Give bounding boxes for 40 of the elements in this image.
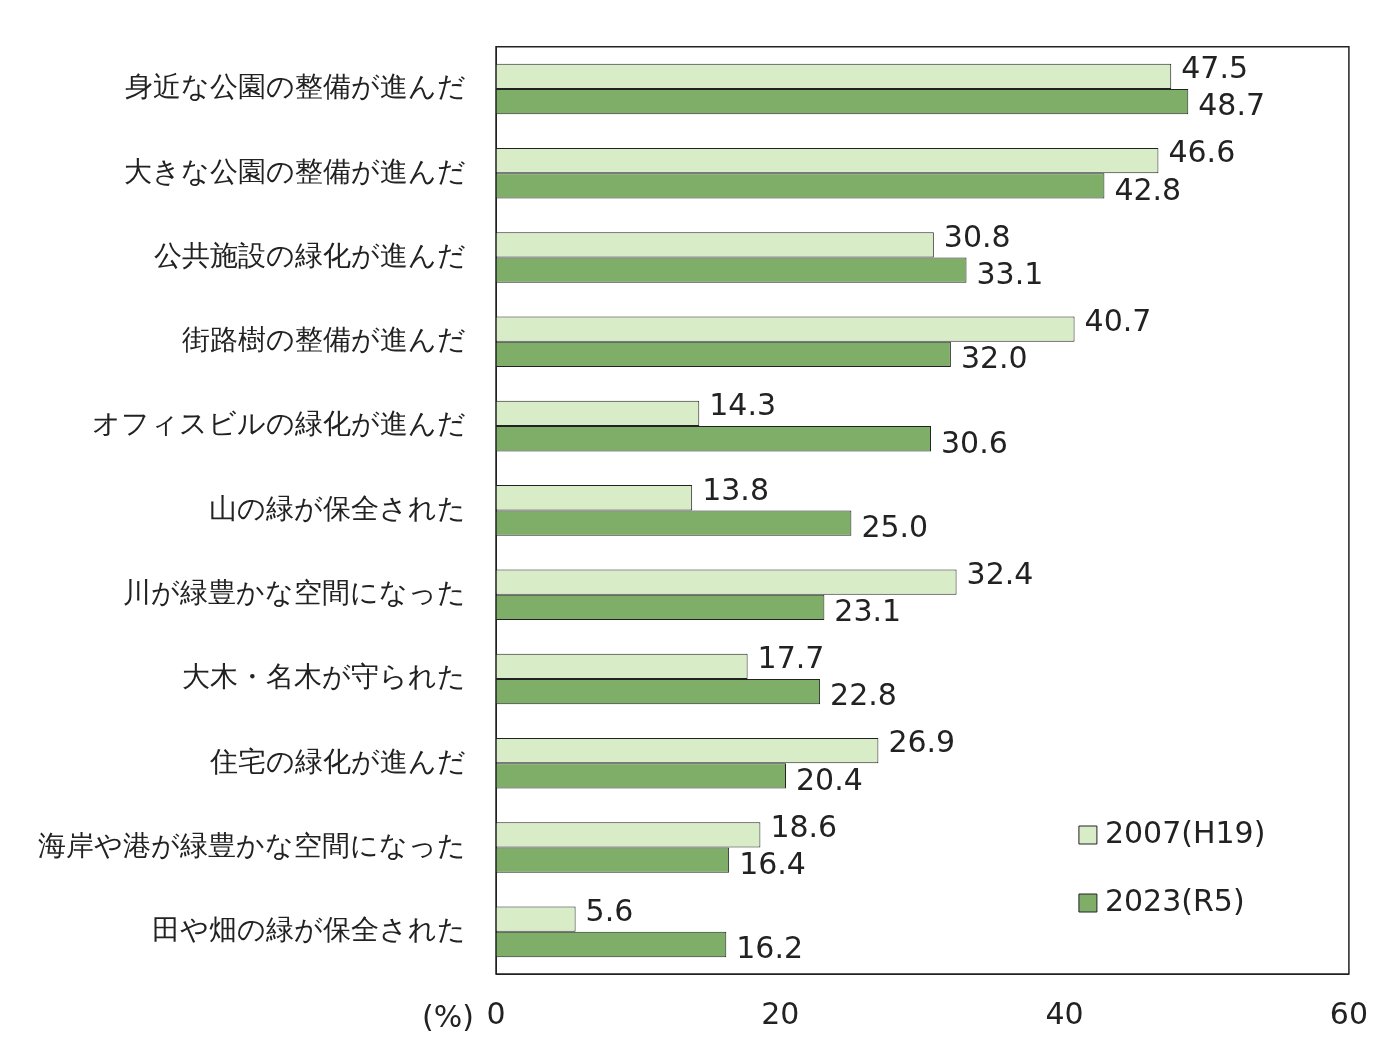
data-label: 33.1 (976, 255, 1044, 291)
x-tick-label: 60 (1329, 995, 1369, 1031)
data-label: 46.6 (1168, 134, 1236, 170)
data-label: 40.7 (1084, 302, 1152, 338)
data-label: 18.6 (770, 808, 838, 844)
data-label: 30.6 (940, 424, 1008, 460)
data-label: 25.0 (861, 508, 929, 544)
data-label: 20.4 (795, 761, 863, 797)
x-tick-label: 20 (761, 995, 800, 1031)
data-label: 5.6 (585, 893, 634, 929)
y-tick-label: 大木・名木が守られた (182, 660, 466, 694)
y-tick-label: 大きな公園の整備が進んだ (124, 154, 466, 188)
y-tick-label: 海岸や港が緑豊かな空間になった (38, 828, 466, 862)
data-label: 26.9 (888, 724, 956, 760)
y-tick-label: オフィスビルの緑化が進んだ (92, 407, 466, 441)
data-label: 22.8 (830, 677, 897, 713)
y-tick-label: 街路樹の整備が進んだ (182, 323, 466, 357)
data-label: 30.8 (943, 218, 1011, 254)
data-label: 13.8 (702, 471, 769, 507)
y-tick-label: 川が緑豊かな空間になった (123, 575, 466, 609)
data-label: 14.3 (709, 387, 777, 423)
data-label: 17.7 (757, 640, 825, 676)
legend-label: 2023(R5) (1104, 882, 1245, 918)
x-tick-label: 0 (486, 995, 506, 1031)
data-label: 48.7 (1198, 87, 1266, 123)
y-tick-label: 公共施設の緑化が進んだ (154, 238, 466, 272)
data-label: 47.5 (1181, 50, 1249, 86)
y-tick-label: 身近な公園の整備が進んだ (125, 70, 466, 104)
data-label: 16.2 (736, 930, 804, 966)
data-label: 16.4 (739, 846, 806, 881)
y-tick-label: 山の緑が保全された (209, 491, 466, 525)
legend-label: 2007(H19) (1104, 814, 1266, 850)
y-tick-label: 田や畑の緑が保全された (152, 913, 466, 947)
data-label: 32.4 (966, 555, 1034, 591)
y-tick-label: 住宅の緑化が進んだ (209, 744, 466, 778)
x-axis-title: (%) (422, 998, 474, 1034)
x-tick-label: 40 (1045, 995, 1084, 1031)
data-label: 32.0 (960, 340, 1028, 376)
data-label: 23.1 (834, 593, 902, 629)
data-label: 42.8 (1114, 171, 1182, 207)
